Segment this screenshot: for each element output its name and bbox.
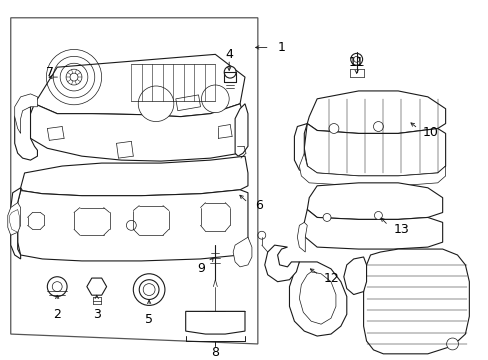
Circle shape — [323, 213, 330, 221]
Text: 8: 8 — [211, 346, 219, 359]
Circle shape — [138, 86, 173, 122]
Text: 12: 12 — [324, 272, 339, 285]
Circle shape — [328, 123, 338, 134]
Polygon shape — [34, 54, 244, 117]
Circle shape — [201, 85, 229, 113]
Circle shape — [224, 66, 236, 78]
Text: 4: 4 — [225, 48, 233, 61]
Circle shape — [350, 53, 362, 65]
Circle shape — [133, 274, 164, 305]
Polygon shape — [299, 153, 445, 186]
Polygon shape — [289, 262, 346, 336]
Polygon shape — [343, 257, 366, 294]
Text: 2: 2 — [53, 308, 61, 321]
Polygon shape — [264, 245, 299, 282]
Polygon shape — [233, 237, 251, 267]
Text: 13: 13 — [392, 223, 408, 236]
Text: 6: 6 — [254, 199, 262, 212]
Polygon shape — [8, 203, 20, 235]
Text: 5: 5 — [145, 313, 153, 326]
Polygon shape — [27, 104, 244, 161]
Circle shape — [47, 277, 67, 297]
Polygon shape — [306, 91, 445, 134]
Circle shape — [374, 212, 382, 219]
Polygon shape — [306, 183, 442, 219]
Circle shape — [446, 338, 458, 350]
Text: 7: 7 — [46, 66, 54, 78]
Polygon shape — [15, 94, 38, 134]
Circle shape — [139, 280, 159, 300]
Text: 1: 1 — [277, 41, 285, 54]
Polygon shape — [304, 210, 442, 249]
Polygon shape — [176, 95, 200, 111]
Polygon shape — [20, 156, 247, 196]
Text: 10: 10 — [422, 126, 438, 139]
Polygon shape — [294, 123, 306, 173]
Polygon shape — [363, 249, 468, 354]
Polygon shape — [15, 107, 38, 160]
Text: 11: 11 — [348, 56, 364, 69]
Text: 9: 9 — [197, 262, 205, 275]
Polygon shape — [297, 222, 306, 252]
Circle shape — [373, 122, 383, 131]
Text: 3: 3 — [93, 308, 101, 321]
Polygon shape — [304, 123, 445, 176]
Polygon shape — [299, 272, 335, 324]
Polygon shape — [11, 188, 20, 259]
Polygon shape — [235, 104, 247, 156]
Polygon shape — [10, 210, 20, 232]
Polygon shape — [18, 190, 247, 261]
